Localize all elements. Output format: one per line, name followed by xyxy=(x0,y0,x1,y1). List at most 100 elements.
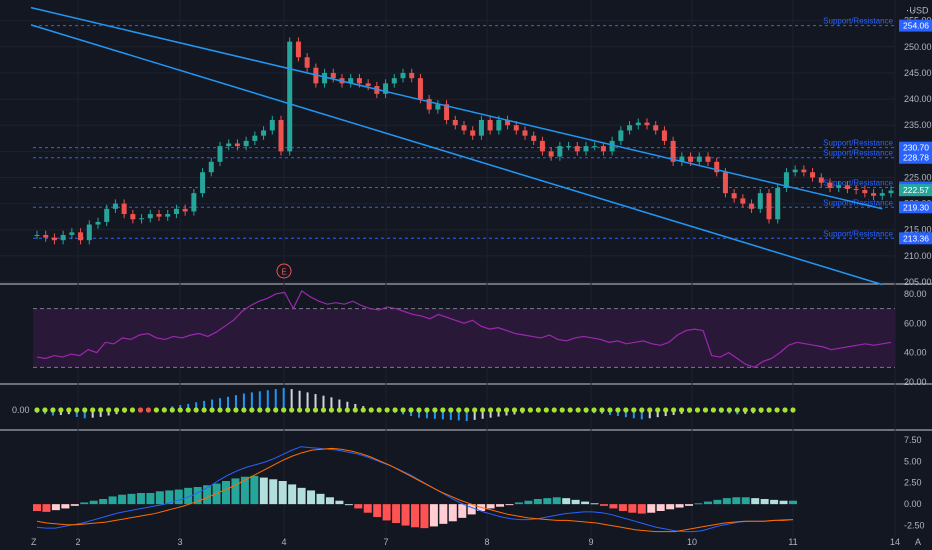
price-tick-label: 210.00 xyxy=(904,251,932,261)
macd-histogram-bar xyxy=(609,504,618,509)
squeeze-dot xyxy=(511,407,518,413)
candle-body xyxy=(487,119,493,131)
squeeze-dot xyxy=(671,407,677,413)
macd-histogram-bar xyxy=(675,504,684,508)
squeeze-dot xyxy=(113,407,120,413)
macd-histogram-bar xyxy=(307,490,316,505)
candle-body xyxy=(661,130,667,141)
squeeze-dot xyxy=(121,407,128,413)
squeeze-dot xyxy=(201,407,207,413)
candle-body xyxy=(365,83,371,87)
macd-histogram-bar xyxy=(382,504,391,521)
candle-body xyxy=(165,214,171,217)
auto-scale-button[interactable]: A xyxy=(915,537,921,547)
candle-body xyxy=(522,130,528,136)
squeeze-dot xyxy=(464,407,470,413)
momentum-bar xyxy=(195,402,198,410)
squeeze-dot xyxy=(750,407,756,413)
momentum-bar xyxy=(410,410,413,417)
currency-button[interactable]: USD ⋯ xyxy=(900,3,929,17)
signal-line xyxy=(36,447,794,533)
squeeze-dot xyxy=(742,407,748,413)
squeeze-dot xyxy=(336,407,342,413)
squeeze-pane[interactable] xyxy=(34,388,796,421)
zoom-corner-left[interactable]: Z xyxy=(31,537,37,547)
candle-body xyxy=(226,143,232,147)
candle-body xyxy=(766,193,772,220)
macd-histogram-bar xyxy=(486,504,495,509)
momentum-bar xyxy=(330,397,333,410)
candle-body xyxy=(51,237,57,241)
price-pane[interactable]: Support/ResistanceSupport/ResistanceSupp… xyxy=(30,6,895,286)
candle-body xyxy=(583,146,589,152)
momentum-bar xyxy=(107,410,110,416)
candle-body xyxy=(391,78,397,84)
candle-body xyxy=(426,99,432,110)
currency-label: USD xyxy=(909,6,929,16)
macd-histogram-bar xyxy=(637,504,646,514)
candle-body xyxy=(696,156,702,162)
macd-histogram-bar xyxy=(628,504,637,513)
price-axis[interactable]: 255.00250.00245.00240.00235.00230.00225.… xyxy=(899,16,932,531)
candle-body xyxy=(513,125,519,131)
support-resistance-label: Support/Resistance xyxy=(823,179,893,188)
candle-body xyxy=(452,119,458,126)
candle-body xyxy=(836,185,842,188)
candle-body xyxy=(731,193,737,199)
candle-body xyxy=(818,177,824,183)
support-resistance-tag xyxy=(899,201,932,214)
candle-body xyxy=(121,203,127,215)
momentum-bar xyxy=(274,389,277,410)
squeeze-dot xyxy=(169,407,175,413)
macd-histogram-bar xyxy=(505,504,514,506)
candle-body xyxy=(853,188,859,191)
momentum-bar xyxy=(211,399,214,410)
squeeze-dot xyxy=(734,407,740,413)
momentum-bar xyxy=(433,410,436,419)
momentum-bar xyxy=(664,410,667,417)
momentum-bar xyxy=(449,410,452,420)
macd-histogram-bar xyxy=(562,498,571,505)
macd-pane[interactable] xyxy=(33,446,797,533)
time-axis[interactable]: 2 3 4 7 8 9 10 11 14 xyxy=(75,537,900,547)
squeeze-dot xyxy=(782,407,788,413)
candle-body xyxy=(217,146,223,162)
squeeze-dot xyxy=(360,407,366,413)
candle-body xyxy=(539,140,545,152)
squeeze-dot xyxy=(74,407,80,413)
momentum-bar xyxy=(290,389,293,410)
squeeze-dot xyxy=(90,407,96,413)
candle-body xyxy=(278,119,284,152)
candle-body xyxy=(356,78,362,84)
squeeze-dot xyxy=(392,407,398,413)
candle-body xyxy=(156,214,162,217)
macd-histogram-bar xyxy=(325,497,334,505)
support-resistance-tag xyxy=(899,151,932,164)
squeeze-dot xyxy=(535,407,541,413)
macd-histogram-bar xyxy=(552,497,561,505)
candle-body xyxy=(130,214,136,220)
time-tick-label: 14 xyxy=(890,537,900,547)
macd-histogram-bar xyxy=(647,504,656,513)
support-resistance-label: Support/Resistance xyxy=(823,139,893,148)
candle-body xyxy=(348,78,354,84)
macd-histogram-bar xyxy=(429,504,438,527)
squeeze-dot xyxy=(647,407,653,413)
time-tick-label: 2 xyxy=(75,537,80,547)
candle-body xyxy=(95,221,101,225)
candle-body xyxy=(496,119,502,131)
candle-body xyxy=(287,41,293,152)
squeeze-dot xyxy=(66,407,72,413)
earnings-marker[interactable]: E xyxy=(276,263,292,279)
squeeze-dot xyxy=(241,407,247,413)
candle-body xyxy=(409,72,415,79)
squeeze-dot xyxy=(472,407,478,413)
rsi-pane[interactable] xyxy=(33,290,895,368)
candle-body xyxy=(574,146,580,152)
macd-tick-label: 2.50 xyxy=(904,478,922,488)
squeeze-dot xyxy=(368,407,374,413)
macd-histogram-bar xyxy=(779,500,788,505)
momentum-bar xyxy=(91,410,94,418)
support-resistance-value: 228.78 xyxy=(903,153,929,163)
